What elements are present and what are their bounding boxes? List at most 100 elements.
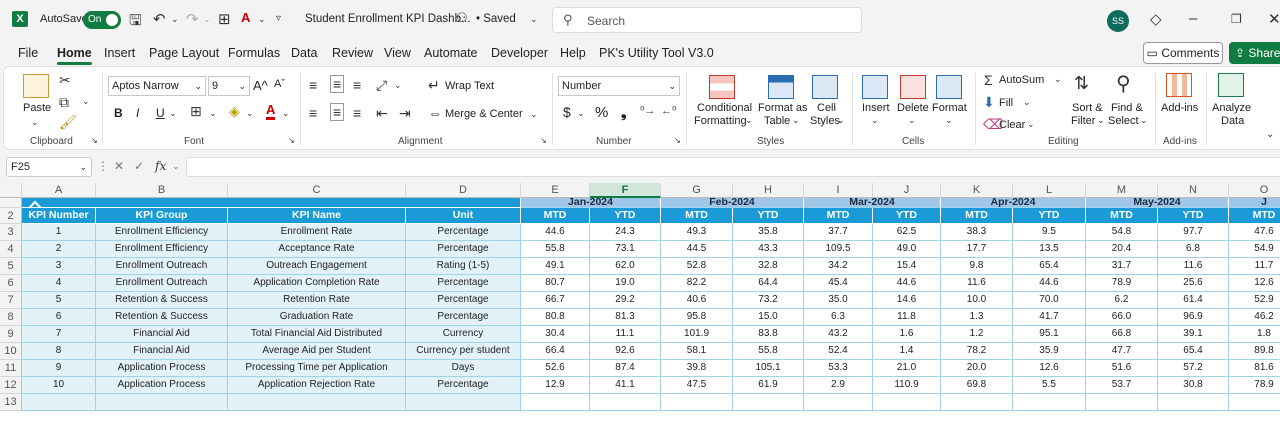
table-cell[interactable]: 10: [22, 377, 96, 394]
table-cell[interactable]: Currency: [406, 326, 521, 343]
table-cell[interactable]: 39.8: [661, 360, 733, 377]
name-box[interactable]: F25 ⌄: [6, 157, 92, 177]
table-cell[interactable]: 64.4: [733, 275, 804, 292]
autosum-button[interactable]: AutoSum: [999, 74, 1045, 86]
table-cell[interactable]: 61.4: [1158, 292, 1229, 309]
table-cell[interactable]: 44.6: [873, 275, 941, 292]
table-cell[interactable]: 52.9: [1229, 292, 1280, 309]
add-ins-label[interactable]: Add-ins: [1161, 102, 1199, 114]
table-cell[interactable]: 11.6: [1158, 258, 1229, 275]
table-cell[interactable]: 6: [22, 309, 96, 326]
table-cell[interactable]: 20.4: [1086, 241, 1158, 258]
table-cell[interactable]: 1.4: [873, 343, 941, 360]
paste-dropdown-icon[interactable]: ⌄: [31, 117, 39, 127]
analyze-data-icon[interactable]: [1218, 73, 1244, 97]
conditional-formatting-icon[interactable]: [709, 75, 735, 99]
table-cell[interactable]: 52.6: [521, 360, 590, 377]
table-cell[interactable]: 11.6: [941, 275, 1013, 292]
table-cell[interactable]: 35.9: [1013, 343, 1086, 360]
paste-icon[interactable]: [23, 74, 49, 98]
table-cell[interactable]: 73.2: [733, 292, 804, 309]
table-cell[interactable]: Rating (1-5): [406, 258, 521, 275]
table-cell[interactable]: 1.8: [1229, 326, 1280, 343]
table-cell[interactable]: 101.9: [661, 326, 733, 343]
table-cell[interactable]: 70.0: [1013, 292, 1086, 309]
table-cell[interactable]: 1: [22, 224, 96, 241]
decrease-indent-icon[interactable]: ⇤: [376, 105, 388, 121]
redo-dropdown-icon[interactable]: ⌄: [203, 14, 211, 24]
row-header[interactable]: 5: [0, 258, 22, 275]
percent-format-icon[interactable]: %: [595, 104, 609, 121]
cancel-icon[interactable]: ✕: [114, 159, 125, 173]
table-cell[interactable]: Enrollment Outreach: [96, 275, 228, 292]
search-box[interactable]: ⚲ Search: [552, 7, 862, 33]
avatar[interactable]: SS: [1107, 10, 1129, 32]
undo-dropdown-icon[interactable]: ⌄: [171, 14, 179, 24]
table-cell[interactable]: Enrollment Efficiency: [96, 241, 228, 258]
comma-format-icon[interactable]: ❟: [621, 104, 627, 120]
formula-input[interactable]: [186, 157, 1280, 177]
clipboard-launcher-icon[interactable]: ↘: [91, 136, 98, 145]
table-cell[interactable]: 109.5: [804, 241, 873, 258]
table-cell[interactable]: Processing Time per Application: [228, 360, 406, 377]
table-cell[interactable]: Total Financial Aid Distributed: [228, 326, 406, 343]
table-cell[interactable]: 30.4: [521, 326, 590, 343]
table-cell[interactable]: Enrollment Rate: [228, 224, 406, 241]
orientation-icon[interactable]: ⤢: [376, 77, 388, 93]
redo-icon[interactable]: ↷: [186, 11, 199, 28]
table-cell[interactable]: 12.6: [1229, 275, 1280, 292]
table-cell[interactable]: 83.8: [733, 326, 804, 343]
tab-review[interactable]: Review: [332, 46, 373, 60]
empty-cell[interactable]: [1158, 394, 1229, 411]
table-cell[interactable]: 11.7: [1229, 258, 1280, 275]
column-header[interactable]: C: [228, 183, 406, 198]
eraser-icon[interactable]: ⌫: [983, 116, 1003, 132]
table-cell[interactable]: 1.3: [941, 309, 1013, 326]
table-cell[interactable]: 53.7: [1086, 377, 1158, 394]
table-cell[interactable]: 47.7: [1086, 343, 1158, 360]
table-cell[interactable]: 35.8: [733, 224, 804, 241]
italic-button[interactable]: I: [136, 106, 140, 120]
chevron-down-icon[interactable]: ⌄: [871, 115, 879, 125]
cell-styles-icon[interactable]: [812, 75, 838, 99]
table-cell[interactable]: 25.6: [1158, 275, 1229, 292]
alignment-launcher-icon[interactable]: ↘: [540, 136, 547, 145]
table-cell[interactable]: 20.0: [941, 360, 1013, 377]
table-cell[interactable]: 46.2: [1229, 309, 1280, 326]
format-as-table-label-2[interactable]: Table: [764, 115, 791, 127]
table-cell[interactable]: 61.9: [733, 377, 804, 394]
tab-pk-utility[interactable]: PK's Utility Tool V3.0: [599, 46, 714, 60]
sort-filter-label-2[interactable]: Filter: [1071, 115, 1096, 127]
column-header[interactable]: D: [406, 183, 521, 198]
row-header[interactable]: 6: [0, 275, 22, 292]
table-cell[interactable]: 15.0: [733, 309, 804, 326]
function-dropdown-icon[interactable]: ⌄: [172, 161, 180, 171]
column-header[interactable]: M: [1086, 183, 1158, 198]
table-cell[interactable]: 31.7: [1086, 258, 1158, 275]
currency-format-icon[interactable]: $: [563, 104, 571, 120]
underline-dropdown-icon[interactable]: ⌄: [169, 108, 177, 118]
table-cell[interactable]: 44.5: [661, 241, 733, 258]
table-cell[interactable]: 49.1: [521, 258, 590, 275]
table-cell[interactable]: 97.7: [1158, 224, 1229, 241]
table-cell[interactable]: 12.9: [521, 377, 590, 394]
sort-filter-label-1[interactable]: Sort &: [1072, 102, 1103, 114]
add-ins-icon[interactable]: [1166, 73, 1192, 97]
paste-label[interactable]: Paste: [23, 102, 52, 114]
saved-dropdown-icon[interactable]: ⌄: [530, 14, 538, 24]
table-cell[interactable]: 39.1: [1158, 326, 1229, 343]
clear-button[interactable]: Clear: [999, 119, 1026, 131]
column-header[interactable]: E: [521, 183, 590, 198]
fill-color-dropdown-icon[interactable]: ⌄: [246, 108, 254, 118]
align-right-icon[interactable]: ≡: [353, 105, 362, 121]
number-launcher-icon[interactable]: ↘: [674, 136, 681, 145]
table-cell[interactable]: 38.3: [941, 224, 1013, 241]
orientation-dropdown-icon[interactable]: ⌄: [394, 80, 402, 90]
wrap-text-button[interactable]: Wrap Text: [445, 80, 495, 92]
table-cell[interactable]: 92.6: [590, 343, 661, 360]
currency-dropdown-icon[interactable]: ⌄: [577, 108, 585, 118]
table-cell[interactable]: 49.0: [873, 241, 941, 258]
table-cell[interactable]: 43.3: [733, 241, 804, 258]
find-select-label-2[interactable]: Select: [1108, 115, 1139, 127]
comments-button[interactable]: ▭ Comments: [1143, 42, 1223, 64]
